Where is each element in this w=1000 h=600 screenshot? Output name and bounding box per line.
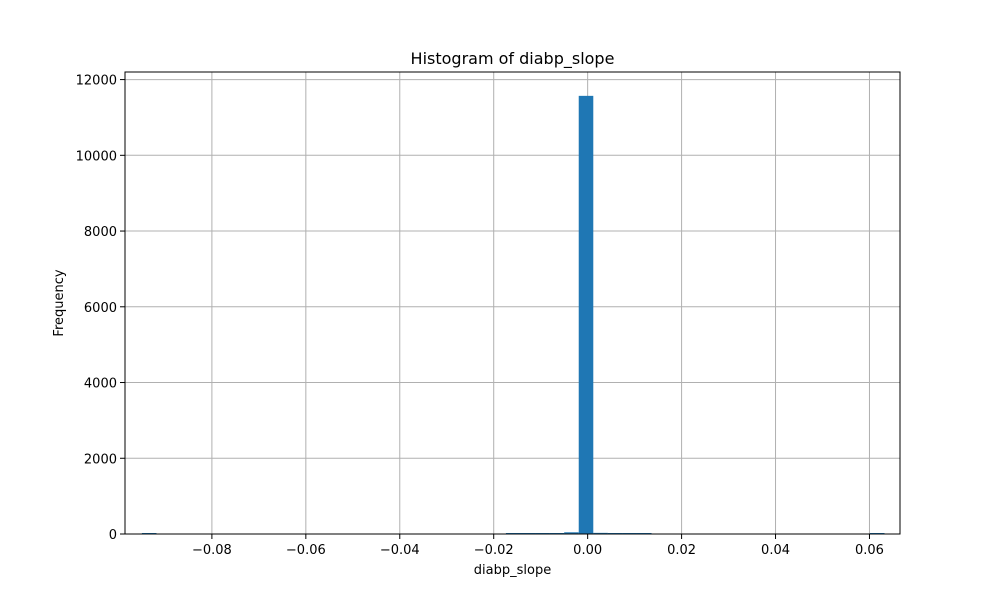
y-tick-label-3: 6000	[84, 301, 117, 316]
x-tick-label-6: 0.04	[761, 543, 790, 558]
x-tick-label-2: −0.04	[380, 543, 420, 558]
x-axis-label: diabp_slope	[474, 563, 551, 578]
plot-frame	[124, 71, 901, 535]
x-tick-label-1: −0.06	[286, 543, 326, 558]
y-tick-label-1: 2000	[84, 452, 117, 467]
chart-title: Histogram of diabp_slope	[411, 49, 615, 69]
x-tick-label-0: −0.08	[192, 543, 232, 558]
x-tick-label-7: 0.06	[855, 543, 884, 558]
y-tick-label-6: 12000	[76, 74, 117, 89]
axis-ticks: −0.08 −0.06 −0.04 −0.02 0.00 0.02 0.04 0.06 0 200…	[76, 74, 884, 558]
x-tick-label-4: 0.00	[573, 543, 602, 558]
y-tick-label-4: 8000	[84, 225, 117, 240]
y-tick-label-0: 0	[109, 528, 117, 543]
y-axis-label: Frequency	[52, 269, 67, 336]
histogram-bar-31	[593, 532, 608, 534]
histogram-bar-29	[564, 532, 579, 534]
x-tick-label-3: −0.02	[474, 543, 514, 558]
grid-lines	[125, 72, 900, 535]
y-tick-label-5: 10000	[76, 149, 117, 164]
x-tick-label-5: 0.02	[667, 543, 696, 558]
histogram-bar-30	[578, 95, 594, 535]
y-tick-label-2: 4000	[84, 377, 117, 392]
